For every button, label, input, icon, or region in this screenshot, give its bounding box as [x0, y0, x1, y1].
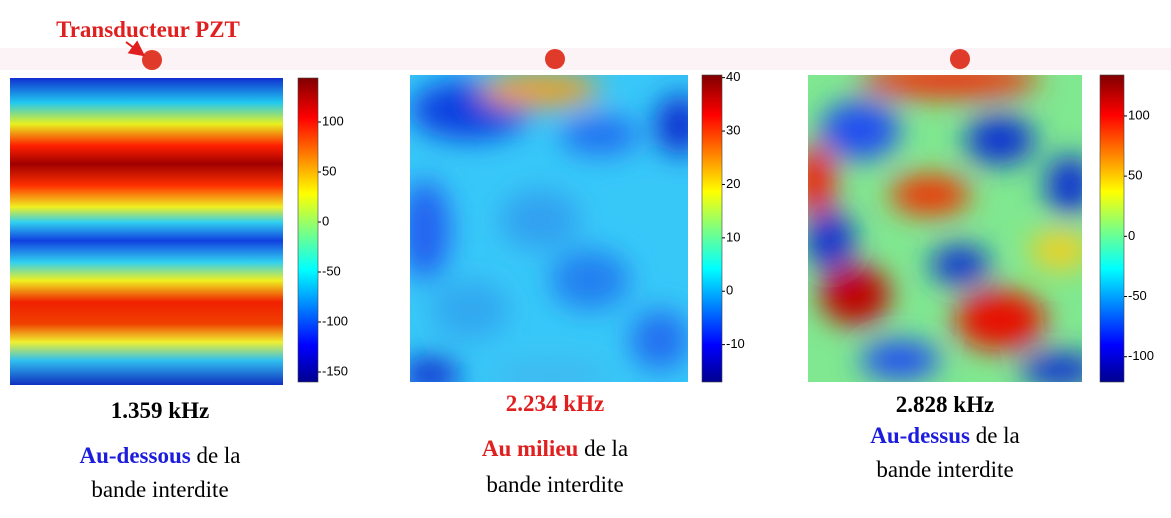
colorbar-tick-label: -10: [726, 336, 745, 351]
frequency: 1.359 kHz: [111, 398, 209, 423]
transducer: [545, 49, 565, 69]
colorbar-tick-label: 0: [322, 213, 329, 228]
annotation: Transducteur PZT: [56, 17, 240, 42]
colorbar-tick-label: 40: [726, 69, 740, 84]
position: Au-dessous: [79, 443, 190, 468]
caption-line2: bande interdite: [486, 472, 623, 497]
annotation-arrow: [125, 40, 146, 57]
heatmap: [410, 75, 688, 382]
transducer: [142, 50, 162, 70]
colorbar: [701, 74, 723, 383]
position-caption: Au-dessus de la: [870, 423, 1020, 448]
position-caption: Au-dessous de la: [79, 443, 240, 468]
caption-rest: de la: [976, 423, 1020, 448]
colorbar: [1099, 74, 1125, 383]
heatmap: [10, 78, 283, 385]
caption-rest: de la: [196, 443, 240, 468]
colorbar-tick-label: -50: [322, 263, 341, 278]
colorbar-tick-label: 10: [726, 229, 740, 244]
transducer: [950, 49, 970, 69]
colorbar-tick-label: 100: [322, 113, 344, 128]
colorbar-tick-label: -100: [322, 313, 348, 328]
colorbar-tick-label: -50: [1128, 288, 1147, 303]
position: Au milieu: [482, 436, 579, 461]
caption-line2: bande interdite: [91, 477, 228, 502]
colorbar-tick-label: -150: [322, 363, 348, 378]
colorbar-tick-label: 50: [322, 163, 336, 178]
colorbar-tick-label: 20: [726, 176, 740, 191]
colorbar-tick-label: 0: [1128, 228, 1135, 243]
caption-line2: bande interdite: [876, 457, 1013, 482]
colorbar-tick-label: 100: [1128, 107, 1150, 122]
frequency: 2.828 kHz: [896, 392, 994, 417]
frequency: 2.234 kHz: [506, 391, 604, 416]
colorbar-tick-label: -100: [1128, 348, 1154, 363]
caption-rest: de la: [584, 436, 628, 461]
transducer-strip: [0, 48, 1171, 70]
colorbar-tick-label: 50: [1128, 168, 1142, 183]
colorbar-tick-label: 0: [726, 283, 733, 298]
position-caption: Au milieu de la: [482, 436, 628, 461]
colorbar-tick-label: 30: [726, 122, 740, 137]
position: Au-dessus: [870, 423, 970, 448]
heatmap: [808, 75, 1082, 382]
colorbar: [297, 77, 319, 383]
